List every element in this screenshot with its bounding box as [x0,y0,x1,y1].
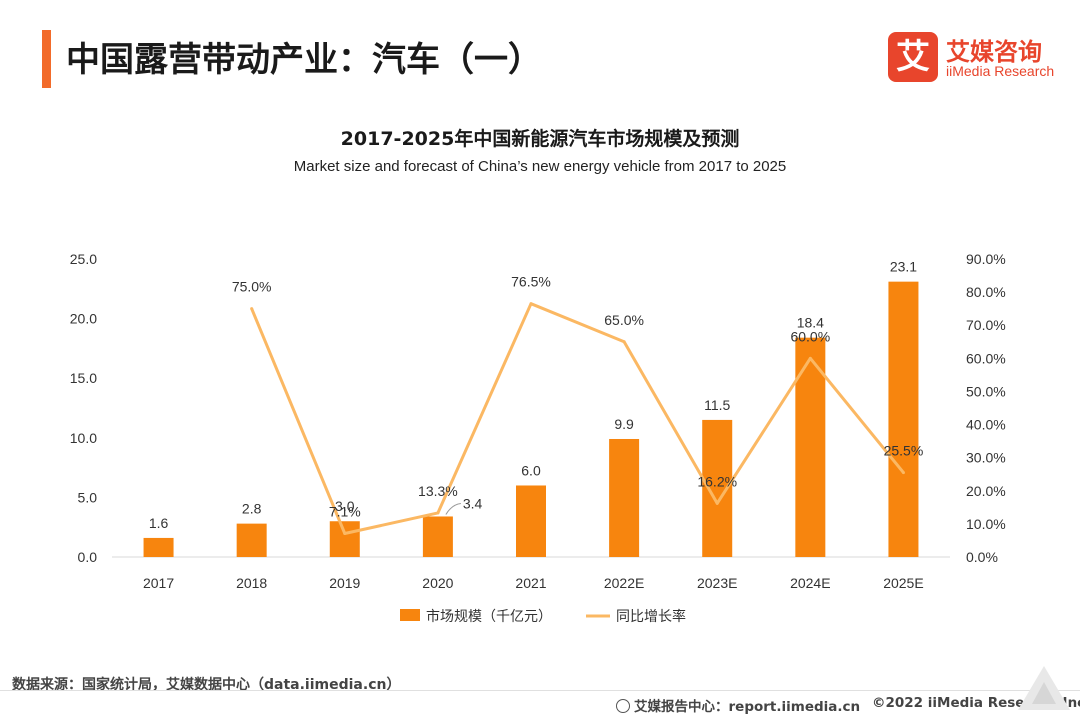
logo-chinese-name: 艾媒咨询 [946,38,1042,66]
bar-value-label: 11.5 [704,397,730,413]
legend-label-bar: 市场规模（千亿元） [426,608,552,625]
line-point [808,356,812,360]
bar-value-label: 18.4 [797,315,824,331]
line-point [436,511,440,515]
bar [422,516,453,557]
bar-value-label: 6.0 [521,462,541,478]
bar [236,523,267,557]
line-point [343,531,347,535]
x-tick-label: 2017 [143,575,174,591]
logo-mark: 艾 [888,32,938,82]
y-right-tick-label: 90.0% [966,251,1006,267]
y-left-tick-label: 20.0 [70,311,97,327]
y-right-tick-label: 70.0% [966,317,1006,333]
growth-rate-label: 65.0% [604,312,644,328]
x-tick-label: 2022E [604,575,644,591]
y-left-tick-label: 15.0 [70,370,97,386]
data-source: 数据来源：国家统计局，艾媒数据中心（data.iimedia.cn） [12,677,401,693]
chart-subtitle: Market size and forecast of China’s new … [293,158,787,175]
bar-value-label: 1.6 [149,515,169,531]
bar-value-label: 9.9 [614,416,634,432]
growth-rate-label: 75.0% [232,279,272,295]
bar [516,485,546,557]
globe-icon [616,699,630,713]
growth-rate-line [250,302,905,535]
y-right-tick-label: 0.0% [966,549,998,565]
chart-title: 2017-2025年中国新能源汽车市场规模及预测 [340,128,740,150]
report-center-text: 艾媒报告中心：report.iimedia.cn [634,699,861,715]
bar [329,521,360,557]
y-right-tick-label: 80.0% [966,284,1006,300]
bar-value-label: 3.4 [463,495,483,511]
x-tick-label: 2018 [236,575,267,591]
line-point [901,471,905,475]
x-tick-label: 2025E [883,575,923,591]
y-left-tick-label: 0.0 [78,549,98,565]
logo-english-name: iiMedia Research [946,63,1055,79]
growth-rate-label: 76.5% [511,274,551,290]
bar-value-label: 3.0 [335,498,355,514]
x-tick-label: 2020 [422,575,453,591]
bar [888,281,919,557]
corner-watermark-icon [1018,666,1070,710]
y-right-tick-label: 20.0% [966,483,1006,499]
bar-value-label: 23.1 [890,259,917,275]
y-left-tick-label: 10.0 [70,430,97,446]
label-leader-line [445,502,461,515]
x-tick-label: 2024E [790,575,830,591]
y-right-tick-label: 30.0% [966,450,1006,466]
y-right-tick-label: 40.0% [966,417,1006,433]
bar [609,438,640,557]
legend-label-line: 同比增长率 [616,608,686,625]
line-point [529,302,533,306]
line-point [250,307,254,311]
x-tick-label: 2023E [697,575,737,591]
line-point [715,501,719,505]
line-point [622,340,626,344]
growth-rate-label: 25.5% [884,443,924,459]
growth-rate-label: 7.1% [329,503,361,519]
page-title: 中国露营带动产业：汽车（一） [66,40,542,80]
legend-swatch-bar [400,609,420,621]
footer-report-center[interactable]: 艾媒报告中心：report.iimedia.cn [616,695,860,715]
y-right-tick-label: 50.0% [966,383,1006,399]
title-accent-bar [42,30,51,88]
y-right-tick-label: 60.0% [966,350,1006,366]
x-tick-label: 2021 [515,575,546,591]
y-right-tick-label: 10.0% [966,516,1006,532]
growth-rate-label: 60.0% [790,328,830,344]
footer-divider [0,690,1080,691]
x-tick-label: 2019 [329,575,360,591]
bar-value-label: 2.8 [242,501,262,517]
bar [143,537,174,557]
growth-rate-label: 13.3% [418,483,458,499]
growth-rate-label: 16.2% [697,473,737,489]
y-left-tick-label: 5.0 [78,489,98,505]
iimedia-logo: 艾 艾媒咨询 iiMedia Research [888,32,1068,84]
y-left-tick-label: 25.0 [70,251,97,267]
